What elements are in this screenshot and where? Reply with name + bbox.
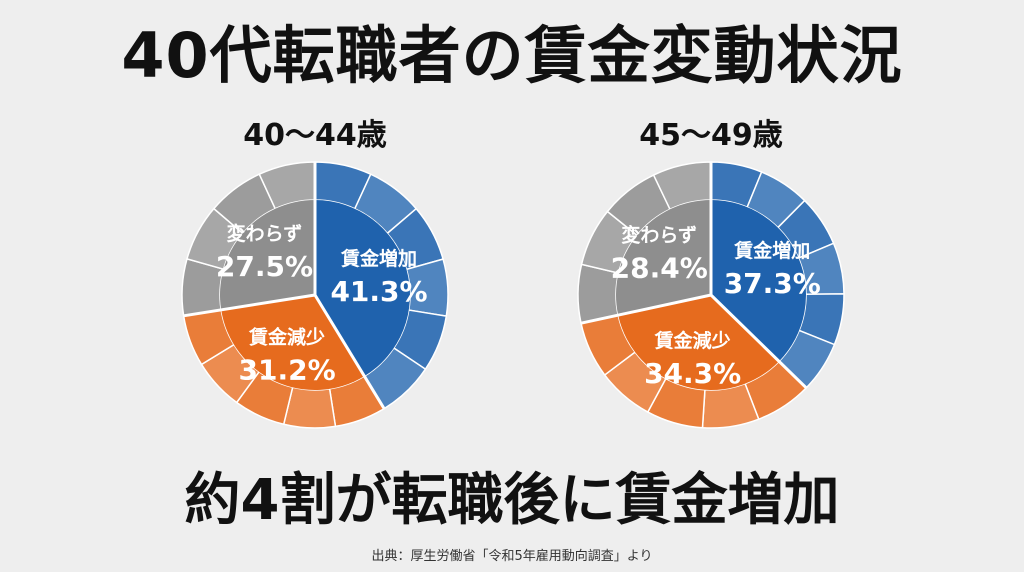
slice-separator [313, 294, 386, 410]
slice-value-increase: 41.3% [330, 275, 427, 308]
chart-title: 40～44歳 [243, 118, 387, 153]
slice-value-unchanged: 27.5% [216, 250, 313, 283]
slice-label-increase: 賃金増加 [733, 239, 810, 262]
pie-svg: 賃金増加 41.3%賃金減少 31.2% 変わらず 27.5% [181, 161, 449, 429]
slice-value-decrease: 34.3% [644, 357, 741, 390]
slice-label-decrease: 賃金減少 [654, 329, 731, 352]
slice-label-decrease: 賃金減少 [248, 325, 325, 348]
slice-value-decrease: 31.2% [238, 353, 335, 386]
pie-slice-decrease [618, 295, 780, 390]
slice-label-unchanged: 変わらず [621, 223, 697, 246]
pie-chart-40-44: 40～44歳 賃金増加 41.3% 賃金減少 31.2% 変わらず 27.5% [170, 118, 460, 448]
slice-separator [580, 293, 712, 325]
slice-separator [183, 293, 316, 318]
slice-value-increase: 37.3% [724, 267, 821, 300]
pie-slice-unchanged [220, 200, 315, 310]
slice-label-unchanged: 変わらず [227, 222, 303, 245]
source-note: 出典：厚生労働省「令和5年雇用動向調査」より [371, 549, 653, 564]
conclusion-text: 約4割が転職後に賃金増加 [184, 468, 840, 533]
pie-slice-unchanged [616, 200, 711, 316]
slice-label-increase: 賃金増加 [340, 247, 417, 270]
pie-slice-increase [711, 200, 806, 362]
slice-separator [709, 293, 808, 389]
page-title: 40代転職者の賃金変動状況 [121, 19, 903, 92]
pie-svg: 賃金増加 37.3% 賃金減少 34.3% 変わらず 28.4% [577, 161, 845, 429]
slice-value-unchanged: 28.4% [611, 251, 708, 284]
pie-chart-45-49: 45～49歳 賃金増加 37.3% 賃金減少 34.3% 変わらず 28.4% [566, 118, 856, 448]
chart-title: 45～49歳 [639, 118, 783, 153]
